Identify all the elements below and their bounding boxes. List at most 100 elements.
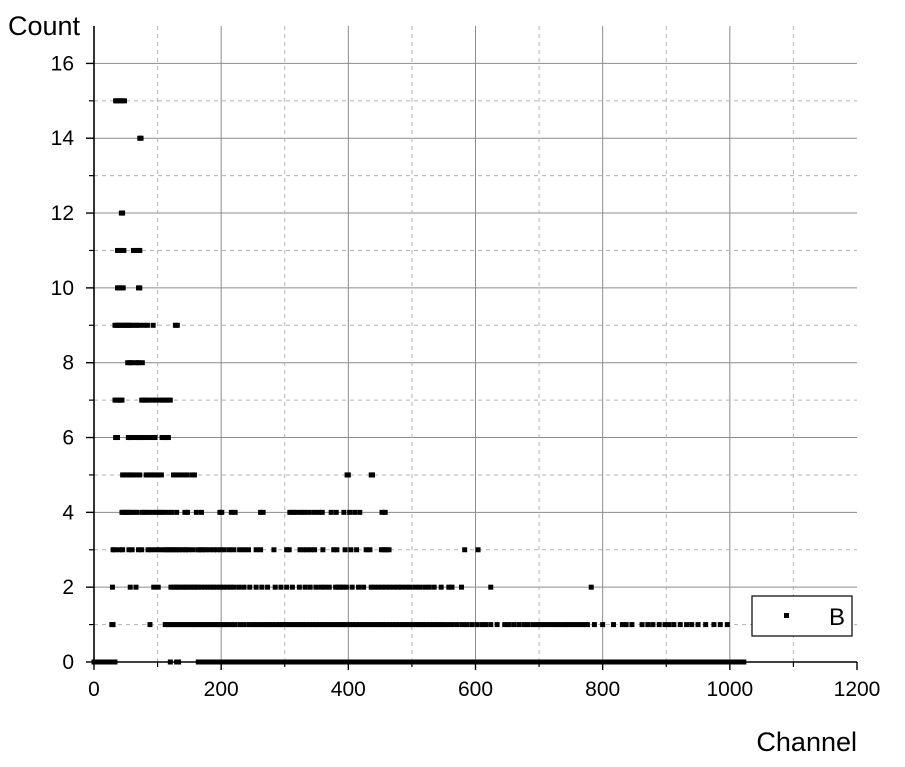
data-point [109,584,115,590]
data-point [287,509,293,515]
data-point [209,622,215,628]
data-point [169,509,175,515]
data-point [538,622,544,628]
data-point [430,622,436,628]
data-point [112,547,118,553]
data-point [381,547,387,553]
data-point [157,509,163,515]
data-point [400,622,406,628]
y-tick-label: 6 [62,427,74,450]
data-point [286,622,292,628]
data-point [373,622,379,628]
data-point [695,622,701,628]
data-point [328,509,334,515]
data-point [137,472,143,478]
data-point [122,472,128,478]
data-point [129,547,135,553]
data-point [449,622,455,628]
data-point [303,622,309,628]
data-point [345,472,351,478]
data-point [689,622,695,628]
data-point [232,509,238,515]
data-point [629,622,635,628]
data-point [136,322,142,328]
axes [86,26,858,670]
data-point [141,322,147,328]
data-point [184,472,190,478]
data-point [542,622,548,628]
data-point [190,584,196,590]
data-point [407,584,413,590]
data-point [331,547,337,553]
data-point [218,547,224,553]
data-point [300,622,306,628]
data-point [571,622,577,628]
data-point [147,622,153,628]
data-point [350,622,356,628]
data-point [110,622,116,628]
data-point [326,622,332,628]
data-point [417,622,423,628]
data-point [136,360,142,366]
data-point [342,547,348,553]
data-point [356,584,362,590]
data-point [162,397,168,403]
data-point [431,584,437,590]
data-point [130,472,136,478]
data-point [221,547,227,553]
data-point [250,622,256,628]
data-point [165,397,171,403]
data-point [139,547,145,553]
data-point [488,584,494,590]
data-point [231,547,237,553]
data-point [312,547,318,553]
data-point [383,584,389,590]
data-point [211,547,217,553]
data-point [214,622,220,628]
data-point [184,509,190,515]
data-point [128,472,134,478]
data-point [146,509,152,515]
data-point [128,322,134,328]
data-point [410,622,416,628]
data-point [426,584,432,590]
data-point [152,435,158,441]
data-point [171,584,177,590]
data-point [610,622,616,628]
data-point [378,547,384,553]
data-point [459,622,465,628]
data-point [136,547,142,553]
data-point [193,509,199,515]
data-point [525,622,531,628]
data-point [150,472,156,478]
data-point [352,509,358,515]
data-point [438,584,444,590]
data-point [125,360,131,366]
data-point [277,622,283,628]
data-point [436,622,442,628]
data-point [143,472,149,478]
data-point [155,584,161,590]
data-point [145,435,151,441]
data-point [162,622,168,628]
data-point [502,622,508,628]
data-point [462,547,468,553]
data-point [367,547,373,553]
y-tick-label: 2 [62,576,74,599]
data-point [474,622,480,628]
data-point [174,547,180,553]
data-point [232,622,238,628]
data-point [197,547,203,553]
data-point [284,584,290,590]
data-point [363,622,369,628]
data-point [323,622,329,628]
data-point [343,584,349,590]
data-point [208,584,214,590]
data-point [479,622,485,628]
x-tick-label: 600 [458,678,493,701]
data-point [645,622,651,628]
data-point [403,584,409,590]
data-point [176,547,182,553]
data-point [183,622,189,628]
